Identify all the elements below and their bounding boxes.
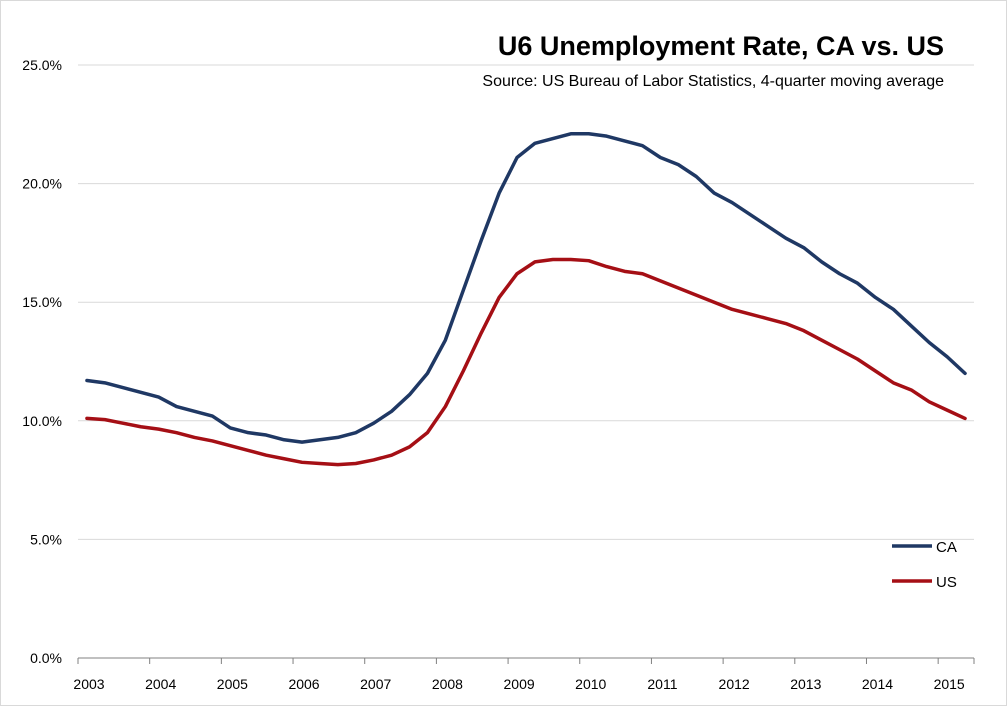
chart-subtitle: Source: US Bureau of Labor Statistics, 4… bbox=[482, 73, 944, 90]
x-tick-label: 2003 bbox=[73, 676, 104, 692]
x-tick-label: 2009 bbox=[504, 676, 535, 692]
x-tick-label: 2014 bbox=[862, 676, 893, 692]
x-tick-label: 2010 bbox=[575, 676, 606, 692]
y-tick-label: 20.0% bbox=[22, 176, 62, 192]
y-tick-label: 5.0% bbox=[30, 531, 62, 547]
series-line-ca bbox=[85, 132, 967, 444]
series-line-us bbox=[85, 257, 967, 467]
legend-label-us: US bbox=[936, 574, 957, 591]
chart-title: U6 Unemployment Rate, CA vs. US bbox=[497, 31, 944, 61]
x-tick-label: 2013 bbox=[790, 676, 821, 692]
y-tick-label: 25.0% bbox=[22, 57, 62, 73]
y-tick-label: 10.0% bbox=[22, 413, 62, 429]
x-tick-label: 2005 bbox=[217, 676, 248, 692]
x-tick-label: 2007 bbox=[360, 676, 391, 692]
x-tick-label: 2004 bbox=[145, 676, 176, 692]
x-tick-label: 2015 bbox=[934, 676, 965, 692]
y-tick-label: 15.0% bbox=[22, 294, 62, 310]
x-tick-label: 2006 bbox=[288, 676, 319, 692]
x-tick-label: 2011 bbox=[647, 676, 677, 692]
x-tick-label: 2012 bbox=[719, 676, 750, 692]
y-tick-label: 0.0% bbox=[30, 650, 62, 666]
x-tick-label: 2008 bbox=[432, 676, 463, 692]
legend-label-ca: CA bbox=[936, 539, 957, 556]
